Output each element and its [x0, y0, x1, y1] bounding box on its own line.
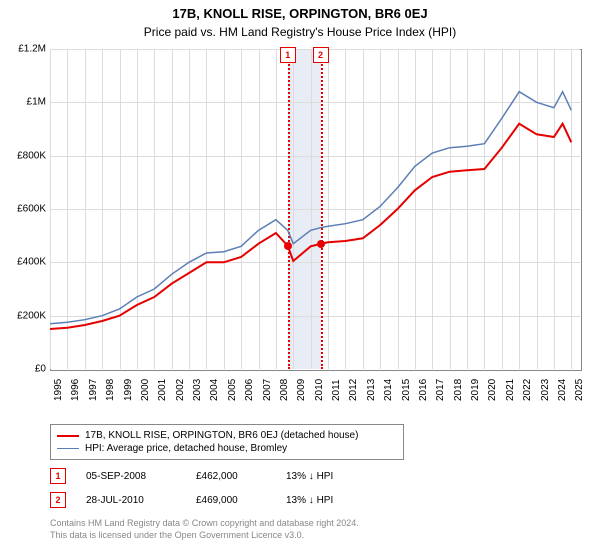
x-tick-label: 2001: [157, 379, 168, 401]
x-tick-label: 2015: [401, 379, 412, 401]
footer-line2: This data is licensed under the Open Gov…: [50, 530, 359, 542]
marker-box: 1: [280, 47, 296, 63]
x-tick-label: 2010: [314, 379, 325, 401]
x-tick-label: 2005: [227, 379, 238, 401]
row-price: £462,000: [196, 471, 266, 482]
row-pct: 13% ↓ HPI: [286, 495, 376, 506]
x-tick-label: 2025: [574, 379, 585, 401]
sales-table: 1 05-SEP-2008 £462,000 13% ↓ HPI 2 28-JUL-201…: [50, 464, 376, 512]
chart-area: £0£200K£400K£600K£800K£1M£1.2M1995199619…: [0, 45, 600, 425]
x-tick-label: 1999: [123, 379, 134, 401]
x-tick-label: 2007: [262, 379, 273, 401]
row-price: £469,000: [196, 495, 266, 506]
x-tick-label: 2004: [209, 379, 220, 401]
chart-container: 17B, KNOLL RISE, ORPINGTON, BR6 0EJ Pric…: [0, 0, 600, 560]
x-tick-label: 2006: [244, 379, 255, 401]
x-tick-label: 1996: [70, 379, 81, 401]
legend-swatch: [57, 435, 79, 437]
x-tick-label: 2017: [435, 379, 446, 401]
footer-line1: Contains HM Land Registry data © Crown c…: [50, 518, 359, 530]
row-date: 28-JUL-2010: [86, 495, 176, 506]
x-tick-label: 1998: [105, 379, 116, 401]
row-pct: 13% ↓ HPI: [286, 471, 376, 482]
x-tick-label: 2014: [383, 379, 394, 401]
x-tick-label: 2023: [540, 379, 551, 401]
sale-dot: [317, 240, 325, 248]
x-tick-label: 1995: [53, 379, 64, 401]
legend-swatch: [57, 448, 79, 450]
series-hpi: [50, 92, 571, 324]
line-svg: [0, 45, 582, 371]
x-tick-label: 2016: [418, 379, 429, 401]
table-row: 1 05-SEP-2008 £462,000 13% ↓ HPI: [50, 464, 376, 488]
legend-label: 17B, KNOLL RISE, ORPINGTON, BR6 0EJ (det…: [85, 430, 358, 441]
chart-title: 17B, KNOLL RISE, ORPINGTON, BR6 0EJ: [0, 0, 600, 21]
x-tick-label: 2013: [366, 379, 377, 401]
x-tick-label: 2020: [487, 379, 498, 401]
row-num: 2: [50, 492, 66, 508]
x-tick-label: 1997: [88, 379, 99, 401]
series-property: [50, 124, 571, 329]
x-tick-label: 2012: [348, 379, 359, 401]
x-tick-label: 2022: [522, 379, 533, 401]
footer-text: Contains HM Land Registry data © Crown c…: [50, 518, 359, 541]
x-tick-label: 2009: [296, 379, 307, 401]
x-tick-label: 2021: [505, 379, 516, 401]
x-tick-label: 2024: [557, 379, 568, 401]
x-tick-label: 2000: [140, 379, 151, 401]
x-tick-label: 2008: [279, 379, 290, 401]
x-tick-label: 2003: [192, 379, 203, 401]
marker-box: 2: [313, 47, 329, 63]
x-tick-label: 2018: [453, 379, 464, 401]
x-tick-label: 2019: [470, 379, 481, 401]
x-tick-label: 2002: [175, 379, 186, 401]
legend-label: HPI: Average price, detached house, Brom…: [85, 443, 287, 454]
legend-row: HPI: Average price, detached house, Brom…: [57, 442, 397, 455]
legend-row: 17B, KNOLL RISE, ORPINGTON, BR6 0EJ (det…: [57, 429, 397, 442]
row-date: 05-SEP-2008: [86, 471, 176, 482]
legend-box: 17B, KNOLL RISE, ORPINGTON, BR6 0EJ (det…: [50, 424, 404, 460]
x-tick-label: 2011: [331, 379, 342, 401]
chart-subtitle: Price paid vs. HM Land Registry's House …: [0, 21, 600, 45]
row-num: 1: [50, 468, 66, 484]
table-row: 2 28-JUL-2010 £469,000 13% ↓ HPI: [50, 488, 376, 512]
sale-dot: [284, 242, 292, 250]
